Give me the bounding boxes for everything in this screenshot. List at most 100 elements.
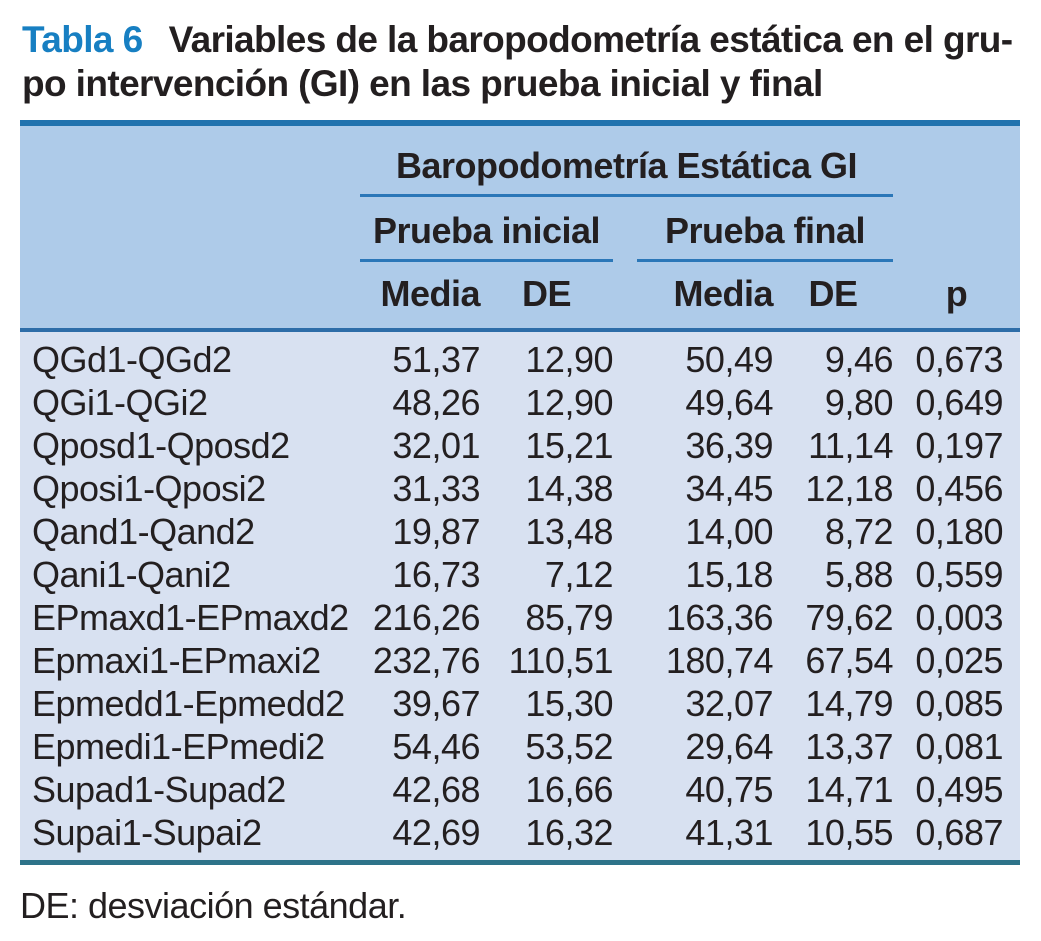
value-cell: 85,79 bbox=[525, 597, 613, 638]
group-header-cell: Baropodometría Estática GI bbox=[360, 126, 893, 197]
empty-cell bbox=[20, 262, 360, 330]
column-header-p: p bbox=[945, 273, 968, 314]
value-cell: 16,66 bbox=[525, 769, 613, 810]
value-cell: 216,26 bbox=[372, 597, 481, 638]
variable-cell: QGi1-QGi2 bbox=[32, 382, 208, 423]
table-body: QGd1-QGd2 51,37 12,90 50,49 9,46 0,673 QGi1-QG… bbox=[20, 330, 1020, 860]
subgroup-header-row: Prueba inicial Prueba final bbox=[20, 197, 1020, 262]
subgroup-final-label: Prueba final bbox=[637, 211, 893, 262]
value-cell: 7,12 bbox=[544, 554, 614, 595]
caption-line-1: Variables de la baropodometría estática … bbox=[168, 19, 1014, 60]
group-header-label: Baropodometría Estática GI bbox=[360, 146, 893, 197]
variable-cell: Qand1-Qand2 bbox=[32, 511, 255, 552]
value-cell: 0,003 bbox=[915, 597, 1003, 638]
value-cell: 8,72 bbox=[824, 511, 894, 552]
table-header: Baropodometría Estática GI Prueba inicia… bbox=[20, 126, 1020, 330]
value-cell: 19,87 bbox=[392, 511, 480, 552]
empty-cell bbox=[893, 197, 1020, 262]
value-cell: 0,559 bbox=[915, 554, 1003, 595]
value-cell: 51,37 bbox=[392, 339, 480, 380]
table-row: QGi1-QGi2 48,26 12,90 49,64 9,80 0,649 bbox=[20, 381, 1020, 424]
column-header-media-final: Media bbox=[673, 273, 773, 314]
value-cell: 39,67 bbox=[392, 683, 480, 724]
variable-cell: Qposd1-Qposd2 bbox=[32, 425, 290, 466]
value-cell: 0,495 bbox=[915, 769, 1003, 810]
value-cell: 0,673 bbox=[915, 339, 1003, 380]
value-cell: 32,07 bbox=[685, 683, 773, 724]
value-cell: 180,74 bbox=[665, 640, 774, 681]
value-cell: 9,80 bbox=[824, 382, 894, 423]
value-cell: 15,30 bbox=[525, 683, 613, 724]
variable-cell: Qposi1-Qposi2 bbox=[32, 468, 266, 509]
value-cell: 42,69 bbox=[392, 812, 480, 853]
value-cell: 15,18 bbox=[685, 554, 773, 595]
value-cell: 14,71 bbox=[805, 769, 893, 810]
value-cell: 13,37 bbox=[805, 726, 893, 767]
variable-cell: QGd1-QGd2 bbox=[32, 339, 232, 380]
variable-cell: Epmaxi1-EPmaxi2 bbox=[32, 640, 321, 681]
value-cell: 48,26 bbox=[392, 382, 480, 423]
empty-corner-cell bbox=[20, 126, 360, 197]
column-header-row: Media DE Media DE p bbox=[20, 262, 1020, 330]
value-cell: 49,64 bbox=[685, 382, 773, 423]
column-header-de-final: DE bbox=[808, 273, 858, 314]
value-cell: 232,76 bbox=[372, 640, 481, 681]
value-cell: 16,73 bbox=[392, 554, 480, 595]
table-row: Qposd1-Qposd2 32,01 15,21 36,39 11,14 0,197 bbox=[20, 424, 1020, 467]
value-cell: 12,90 bbox=[525, 339, 613, 380]
empty-p-spacer-cell bbox=[893, 126, 1020, 197]
value-cell: 32,01 bbox=[392, 425, 480, 466]
value-cell: 110,51 bbox=[508, 640, 614, 681]
value-cell: 12,18 bbox=[805, 468, 893, 509]
caption-line-2: po intervención (GI) en las prueba inici… bbox=[22, 63, 823, 104]
variable-cell: EPmaxd1-EPmaxd2 bbox=[32, 597, 349, 638]
value-cell: 14,00 bbox=[685, 511, 773, 552]
value-cell: 12,90 bbox=[525, 382, 613, 423]
value-cell: 79,62 bbox=[805, 597, 893, 638]
value-cell: 40,75 bbox=[685, 769, 773, 810]
value-cell: 54,46 bbox=[392, 726, 480, 767]
value-cell: 29,64 bbox=[685, 726, 773, 767]
value-cell: 0,456 bbox=[915, 468, 1003, 509]
value-cell: 10,55 bbox=[805, 812, 893, 853]
variable-cell: Qani1-Qani2 bbox=[32, 554, 231, 595]
column-header-de-inicial: DE bbox=[521, 273, 572, 314]
value-cell: 9,46 bbox=[824, 339, 894, 380]
table-number: Tabla 6 bbox=[22, 19, 143, 60]
value-cell: 0,197 bbox=[915, 425, 1003, 466]
value-cell: 13,48 bbox=[525, 511, 613, 552]
table-card: Baropodometría Estática GI Prueba inicia… bbox=[20, 120, 1020, 865]
value-cell: 163,36 bbox=[665, 597, 774, 638]
value-cell: 0,649 bbox=[915, 382, 1003, 423]
table-row: EPmaxd1-EPmaxd2 216,26 85,79 163,36 79,62 0,0… bbox=[20, 596, 1020, 639]
value-cell: 0,085 bbox=[915, 683, 1003, 724]
value-cell: 0,687 bbox=[915, 812, 1003, 853]
table-row: Epmaxi1-EPmaxi2 232,76 110,51 180,74 67,54 0,… bbox=[20, 639, 1020, 682]
table-caption: Tabla 6 Variables de la baropodometría es… bbox=[22, 18, 1022, 106]
subgroup-final-cell: Prueba final bbox=[613, 197, 893, 262]
value-cell: 11,14 bbox=[808, 425, 893, 466]
value-cell: 67,54 bbox=[805, 640, 893, 681]
value-cell: 31,33 bbox=[392, 468, 480, 509]
table-row: Qposi1-Qposi2 31,33 14,38 34,45 12,18 0,456 bbox=[20, 467, 1020, 510]
value-cell: 36,39 bbox=[685, 425, 773, 466]
subgroup-inicial-label: Prueba inicial bbox=[360, 211, 613, 262]
value-cell: 0,025 bbox=[915, 640, 1003, 681]
value-cell: 34,45 bbox=[685, 468, 773, 509]
table-row: Supai1-Supai2 42,69 16,32 41,31 10,55 0,687 bbox=[20, 811, 1020, 860]
variable-cell: Epmedd1-Epmedd2 bbox=[32, 683, 345, 724]
group-header-row: Baropodometría Estática GI bbox=[20, 126, 1020, 197]
value-cell: 5,88 bbox=[824, 554, 894, 595]
subgroup-inicial-cell: Prueba inicial bbox=[360, 197, 613, 262]
value-cell: 14,79 bbox=[805, 683, 893, 724]
value-cell: 14,38 bbox=[525, 468, 613, 509]
table-row: Qani1-Qani2 16,73 7,12 15,18 5,88 0,559 bbox=[20, 553, 1020, 596]
variable-cell: Supad1-Supad2 bbox=[32, 769, 286, 810]
data-table: Baropodometría Estática GI Prueba inicia… bbox=[20, 126, 1020, 860]
empty-cell bbox=[20, 197, 360, 262]
table-row: Supad1-Supad2 42,68 16,66 40,75 14,71 0,495 bbox=[20, 768, 1020, 811]
value-cell: 42,68 bbox=[392, 769, 480, 810]
value-cell: 0,180 bbox=[915, 511, 1003, 552]
variable-cell: Supai1-Supai2 bbox=[32, 812, 262, 853]
